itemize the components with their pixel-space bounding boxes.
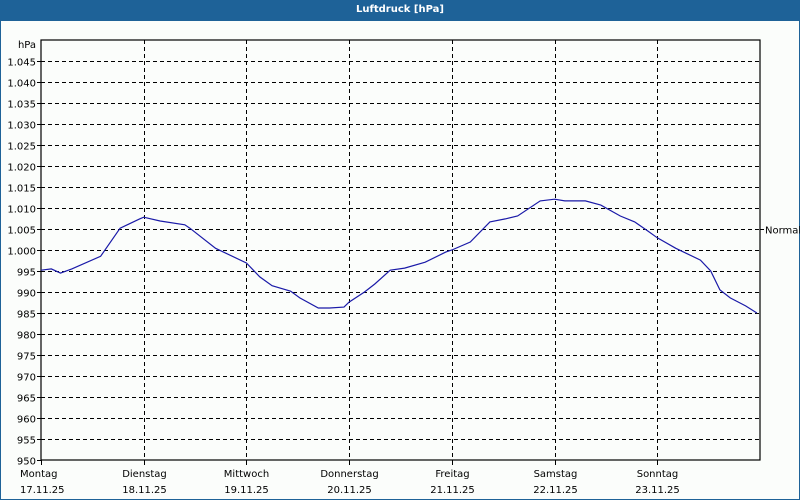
y-tick-label: 1.020 xyxy=(7,163,36,174)
x-tick-day: Montag xyxy=(20,469,57,480)
y-tick-label: 955 xyxy=(17,436,36,447)
pressure-series-line xyxy=(40,198,758,314)
x-tick-date: 21.11.25 xyxy=(430,485,475,496)
y-tick-label: 1.010 xyxy=(7,205,36,216)
x-tick-date: 20.11.25 xyxy=(327,485,372,496)
y-tick-label: 1.025 xyxy=(7,142,36,153)
x-tick-day: Sonntag xyxy=(637,469,679,480)
x-tick-date: 23.11.25 xyxy=(635,485,680,496)
x-tick-day: Donnerstag xyxy=(320,469,378,480)
y-tick-label: 970 xyxy=(17,373,36,384)
y-tick-label: 1.015 xyxy=(7,184,36,195)
x-tick-date: 22.11.25 xyxy=(533,485,578,496)
y-tick-label: 980 xyxy=(17,331,36,342)
reference-normal: Normal xyxy=(760,226,800,237)
reference-label: Normal xyxy=(765,226,800,237)
plot-area xyxy=(40,39,761,461)
y-tick-label: 965 xyxy=(17,394,36,405)
x-tick-date: 17.11.25 xyxy=(20,485,65,496)
y-tick-label: 1.045 xyxy=(7,58,36,69)
x-tick-date: 19.11.25 xyxy=(224,485,269,496)
x-tick-day: Dienstag xyxy=(122,469,167,480)
y-tick-label: 1.040 xyxy=(7,79,36,90)
y-axis: 950 955 960 965 970 975 980 985 990 995 1.000 1.005… xyxy=(7,58,41,468)
y-tick-label: 995 xyxy=(17,268,36,279)
y-tick-label: 1.005 xyxy=(7,226,36,237)
y-tick-label: 1.000 xyxy=(7,247,36,258)
y-tick-label: 985 xyxy=(17,310,36,321)
x-axis: Montag 17.11.25 Dienstag 18.11.25 Mittwoch 19… xyxy=(20,460,680,496)
y-tick-label: 950 xyxy=(17,457,36,468)
x-tick-day: Samstag xyxy=(534,469,578,480)
x-tick-day: Mittwoch xyxy=(224,469,269,480)
y-tick-label: 1.035 xyxy=(7,100,36,111)
y-tick-label: 1.030 xyxy=(7,121,36,132)
chart-title: Luftdruck [hPa] xyxy=(0,0,800,21)
grid-lines xyxy=(41,40,760,460)
y-tick-label: 960 xyxy=(17,415,36,426)
x-tick-date: 18.11.25 xyxy=(122,485,167,496)
y-axis-unit: hPa xyxy=(18,40,36,51)
x-tick-day: Freitag xyxy=(435,469,469,480)
y-tick-label: 990 xyxy=(17,289,36,300)
y-tick-label: 975 xyxy=(17,352,36,363)
